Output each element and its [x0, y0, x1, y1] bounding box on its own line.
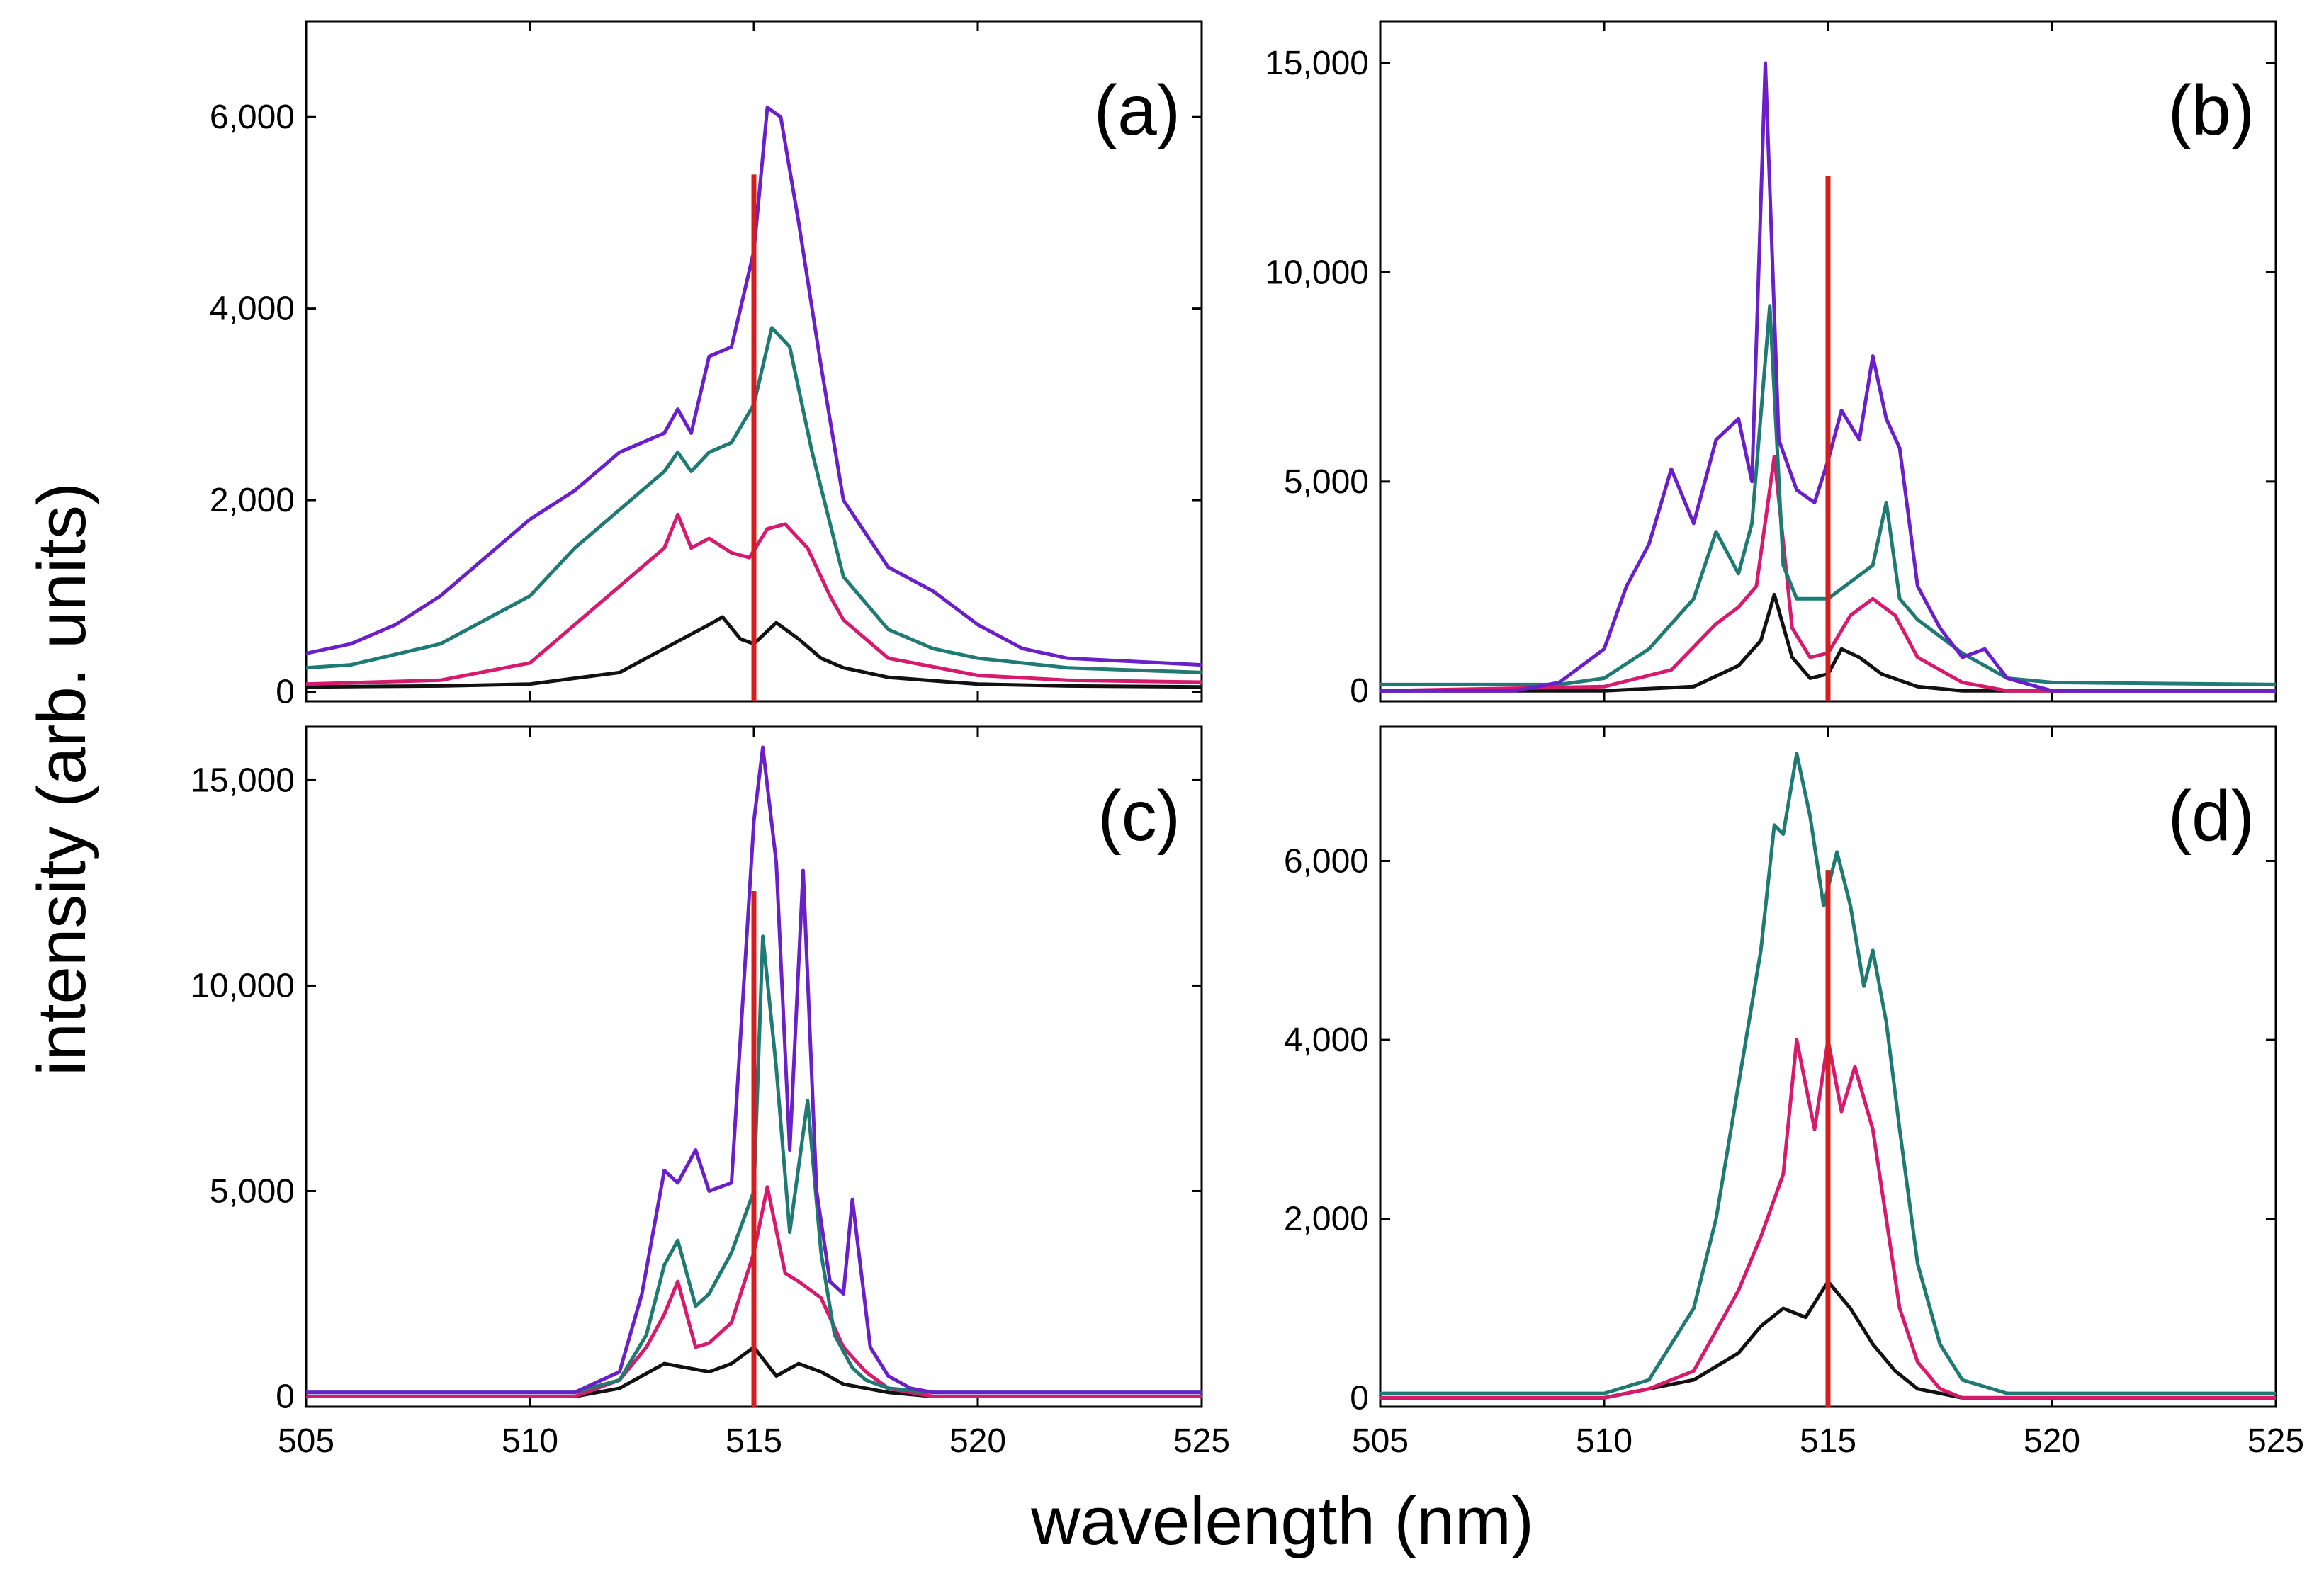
series-group — [306, 106, 1202, 689]
series-teal — [306, 934, 1202, 1395]
series-magenta — [306, 512, 1202, 686]
y-tick-label: 2,000 — [210, 482, 295, 519]
y-tick-label: 5,000 — [1284, 463, 1369, 501]
x-tick-label: 510 — [502, 1422, 558, 1460]
y-tick-label: 0 — [1350, 1379, 1369, 1417]
x-tick-label: 515 — [1800, 1422, 1856, 1460]
y-tick-label: 0 — [1350, 672, 1369, 710]
x-tick-label: 525 — [1173, 1422, 1230, 1460]
y-tick-label: 5,000 — [210, 1172, 295, 1210]
panel-b: 0 5,000 10,000 15,000 (b) — [1265, 20, 2277, 710]
y-tick-label: 4,000 — [210, 290, 295, 328]
panel-label: (d) — [2168, 776, 2255, 856]
series-group — [1380, 61, 2276, 693]
y-tick-label: 15,000 — [1265, 45, 1369, 82]
y-tick-label: 0 — [276, 673, 295, 710]
x-tick-label: 505 — [278, 1422, 334, 1460]
series-purple — [1380, 61, 2276, 693]
x-tick-label: 505 — [1352, 1422, 1409, 1460]
panel-c: 0 5,000 10,000 15,000 505 510 515 520 525 (c) — [191, 725, 1230, 1460]
series-teal — [1380, 752, 2276, 1395]
x-tick-label: 520 — [949, 1422, 1006, 1460]
y-tick-label: 4,000 — [1284, 1021, 1369, 1059]
series-black — [306, 1345, 1202, 1398]
y-tick-label: 15,000 — [191, 761, 295, 799]
x-axis-title: wavelength (nm) — [1030, 1483, 1534, 1559]
y-tick-label: 6,000 — [210, 98, 295, 136]
series-teal — [1380, 304, 2276, 686]
panel-label: (c) — [1098, 776, 1180, 856]
y-tick-label: 6,000 — [1284, 842, 1369, 880]
y-tick-label: 0 — [276, 1378, 295, 1415]
panels: 0 2,000 4,000 6,000 (a) 0 5,000 10,000 15,000 (b)… — [191, 20, 2304, 1460]
x-tick-label: 515 — [726, 1422, 782, 1460]
x-tick-label: 510 — [1576, 1422, 1632, 1460]
series-purple — [306, 745, 1202, 1395]
x-tick-label: 525 — [2247, 1422, 2304, 1460]
y-tick-label: 2,000 — [1284, 1201, 1369, 1238]
series-group — [306, 745, 1202, 1398]
series-black — [1380, 592, 2276, 693]
panel-a: 0 2,000 4,000 6,000 (a) — [210, 20, 1203, 710]
y-tick-label: 10,000 — [1265, 254, 1369, 291]
y-tick-label: 10,000 — [191, 967, 295, 1004]
x-tick-label: 520 — [2024, 1422, 2080, 1460]
panel-label: (b) — [2168, 71, 2255, 150]
y-axis-title: intensity (arb. units) — [24, 482, 100, 1076]
series-magenta — [1380, 454, 2276, 693]
panel-d: 0 2,000 4,000 6,000 505 510 515 520 525 (d) — [1284, 725, 2304, 1460]
series-black — [1380, 1279, 2276, 1400]
series-teal — [306, 326, 1202, 674]
series-purple — [306, 106, 1202, 667]
panel-label: (a) — [1094, 71, 1180, 150]
